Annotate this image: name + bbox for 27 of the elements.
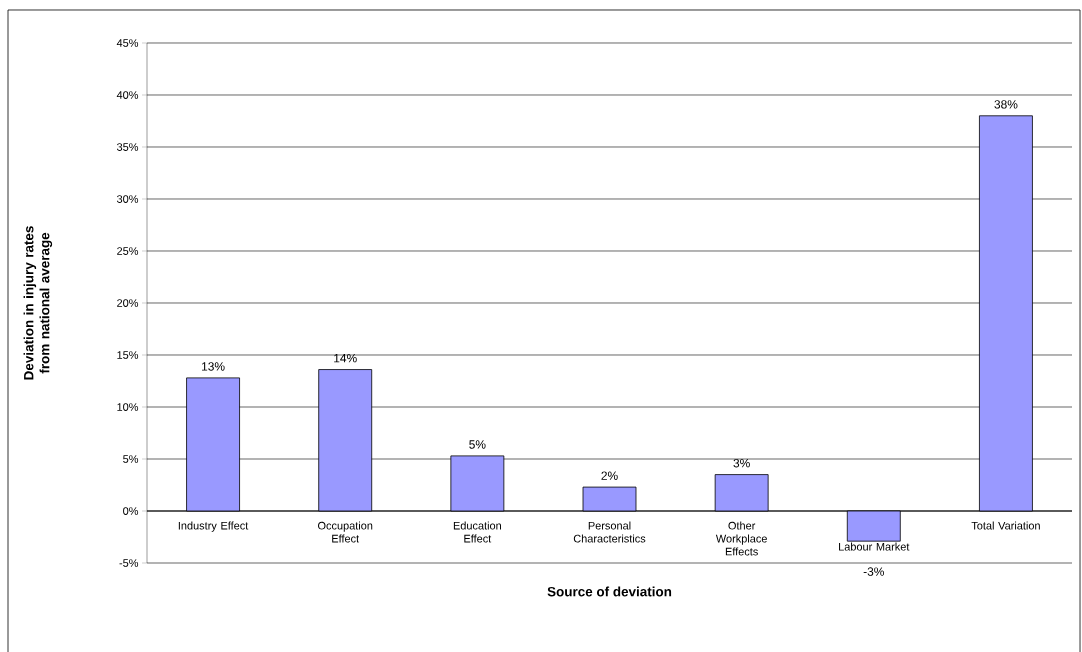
data-label: 3%	[733, 458, 750, 468]
data-label: 5%	[469, 440, 486, 449]
x-tick-label: Occupation Effect	[318, 521, 373, 543]
data-label: 14%	[334, 354, 357, 363]
y-tick-label: 0%	[123, 507, 139, 515]
y-tick-label: 5%	[123, 455, 139, 463]
y-tick-label: 30%	[116, 195, 139, 203]
y-tick-label: 45%	[116, 39, 139, 47]
x-tick-label: Personal Characteristics	[573, 521, 646, 543]
y-axis-title: Deviation in injury rates from national average	[23, 226, 53, 380]
y-tick-label: 35%	[116, 143, 139, 151]
data-label: 38%	[994, 100, 1018, 109]
y-tick-label: -5%	[119, 559, 139, 567]
x-tick-label: Labour Market	[839, 542, 910, 551]
y-tick-label: 40%	[116, 91, 139, 99]
data-label: -3%	[863, 567, 884, 576]
y-tick-label: 20%	[117, 299, 139, 307]
y-tick-label: 15%	[117, 351, 139, 359]
x-tick-label: Industry Effect	[178, 521, 249, 532]
x-axis-title: Source of deviation	[547, 586, 672, 597]
x-tick-label: Education Effect	[453, 521, 501, 543]
x-tick-label: Total Variation	[971, 521, 1040, 530]
data-label: 13%	[202, 362, 225, 371]
y-tick-label: 10%	[117, 403, 139, 411]
data-label: 2%	[601, 471, 618, 480]
x-tick-label: Other Workplace Effects	[715, 521, 767, 556]
y-tick-label: 25%	[117, 247, 139, 255]
